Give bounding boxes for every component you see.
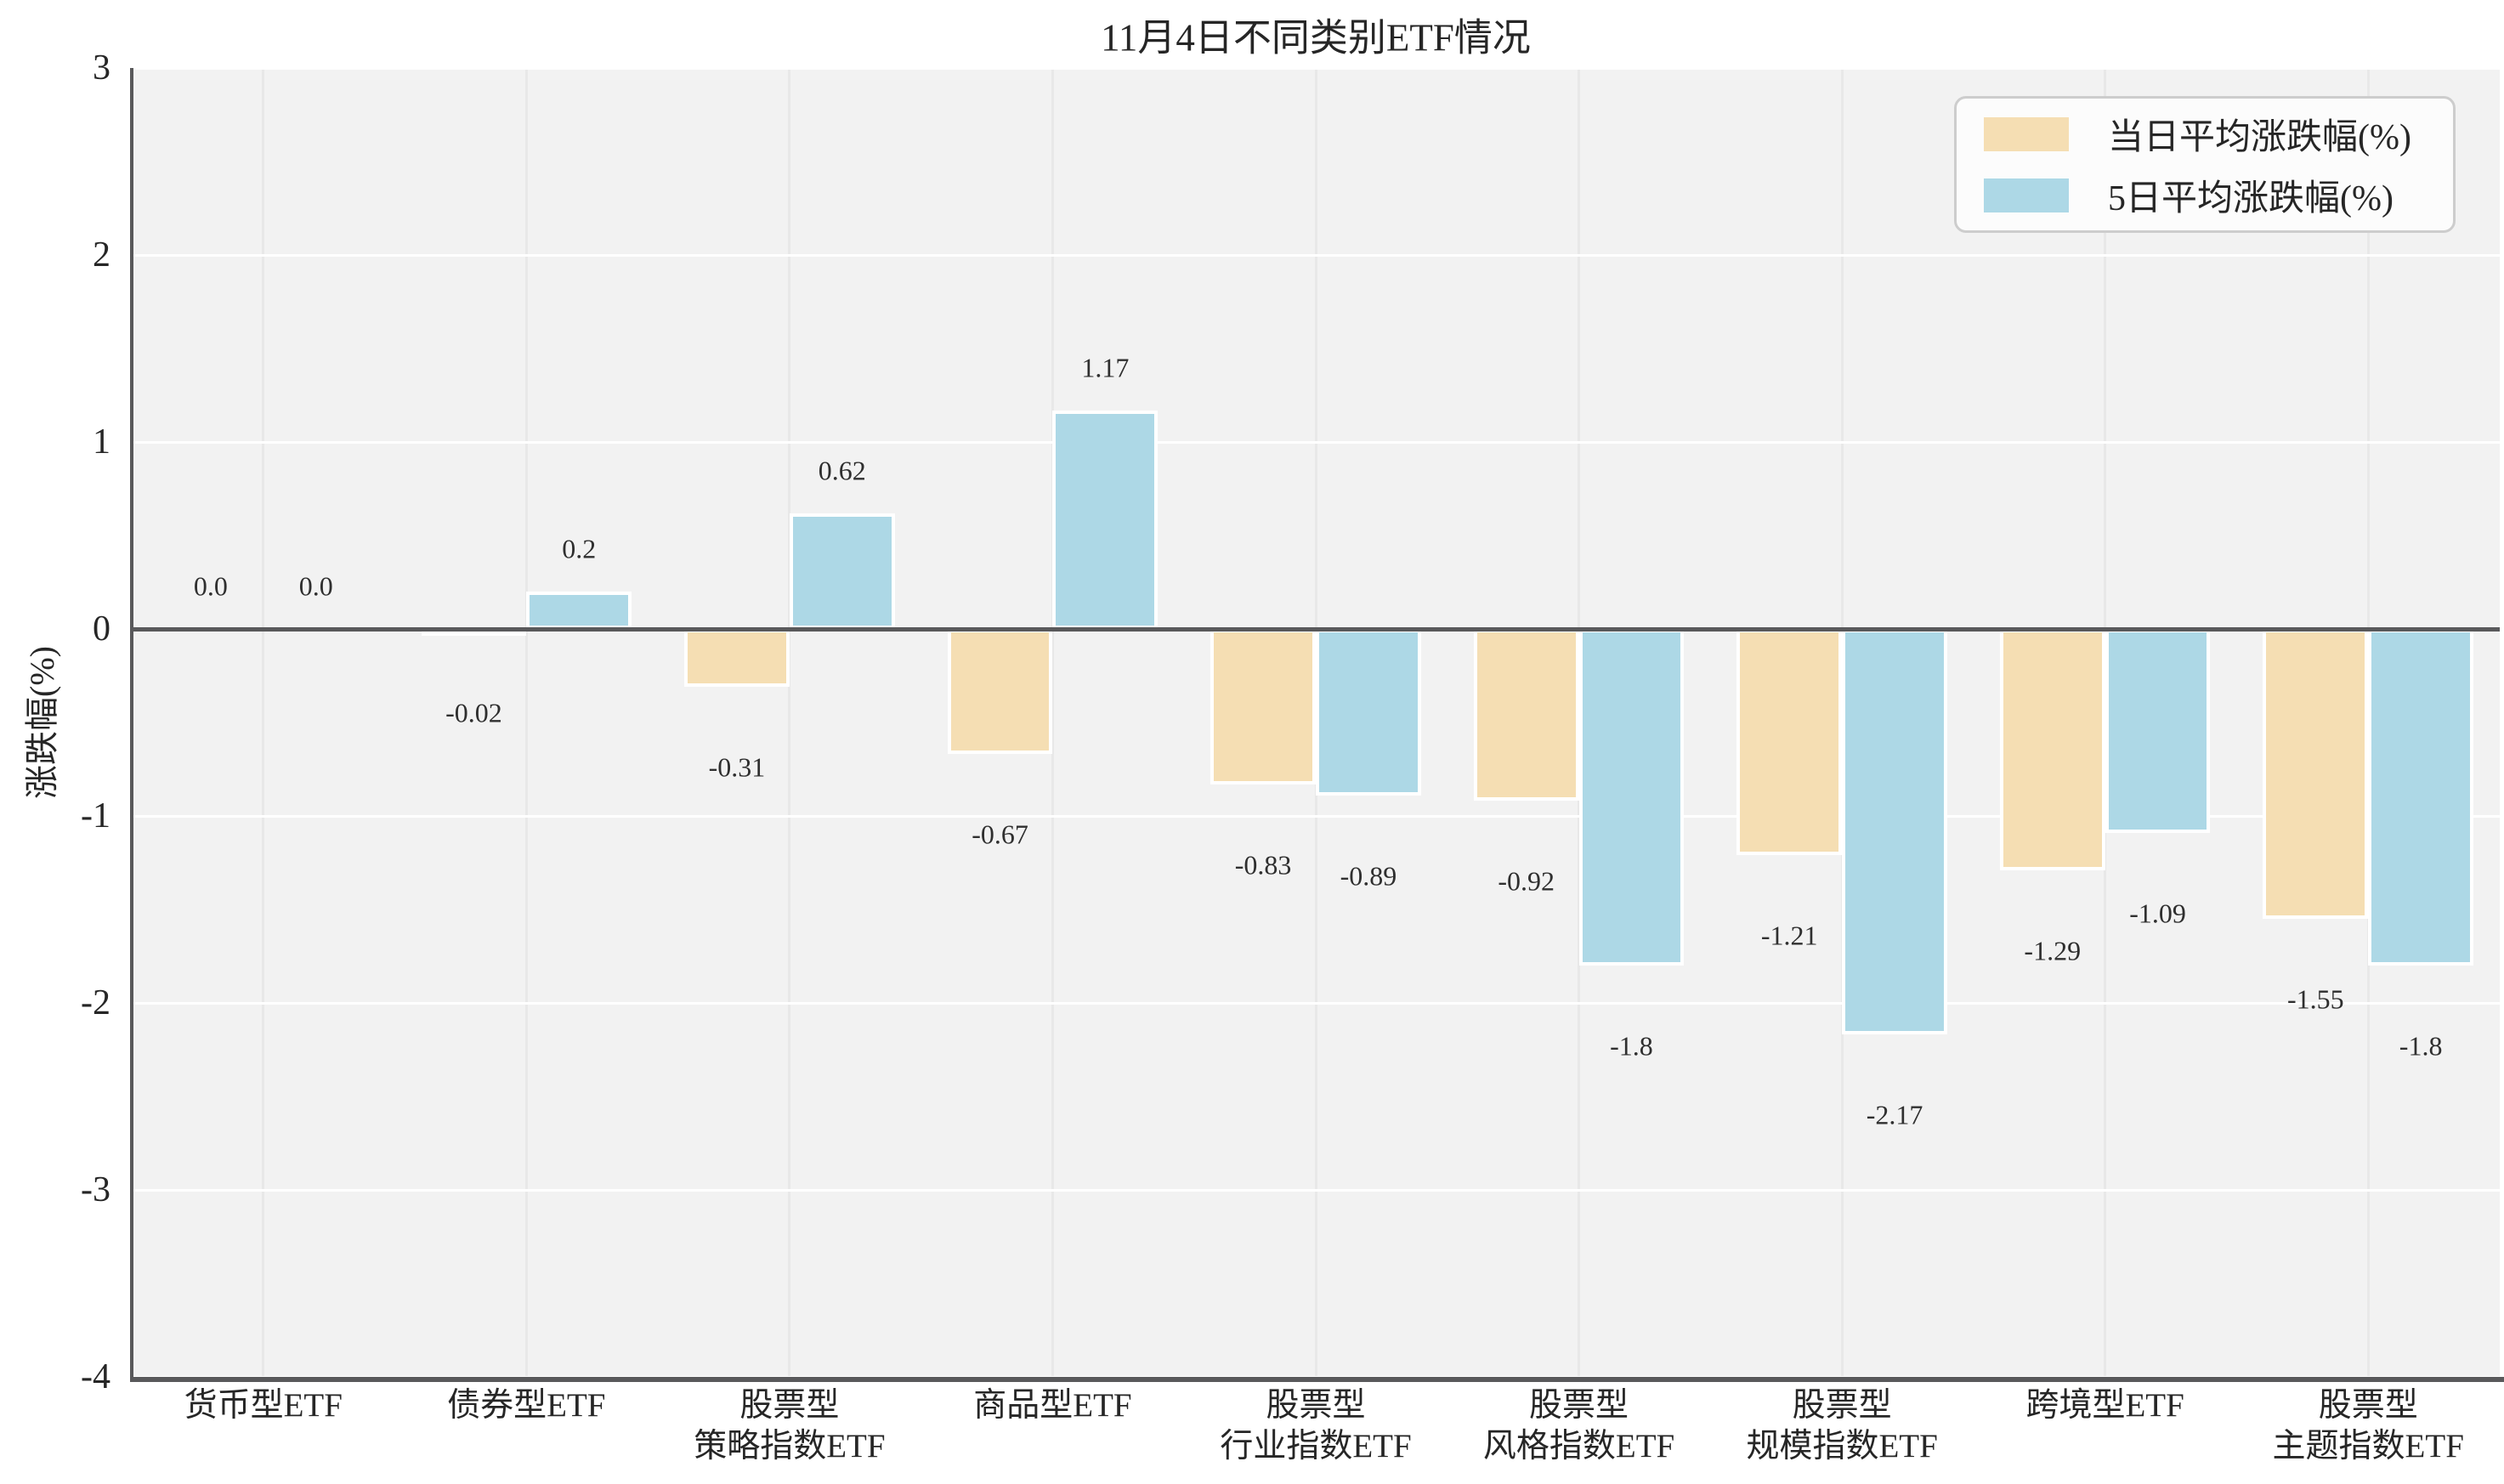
y-tick-label: 3 [93, 48, 110, 88]
y-tick-label: -1 [81, 796, 110, 835]
x-tick-label: 股票型 行业指数ETF [1220, 1387, 1412, 1464]
bar-value-label: -0.02 [445, 697, 502, 728]
y-tick-label: -4 [81, 1357, 110, 1396]
v-gridline [1051, 68, 1054, 1377]
bar-series2 [789, 513, 895, 629]
x-tick-label: 商品型ETF [973, 1387, 1132, 1424]
bar-value-label: -1.21 [1760, 920, 1818, 951]
h-gridline [132, 66, 2500, 70]
bar-series2 [2105, 629, 2211, 833]
bar-value-label: 0.62 [818, 455, 866, 486]
bar-series2 [1578, 629, 1685, 966]
bar-series1 [1736, 629, 1843, 856]
bar-value-label: 1.17 [1081, 352, 1130, 383]
bar-series1 [1999, 629, 2105, 870]
v-gridline [524, 68, 528, 1377]
bar-value-label: -0.83 [1234, 849, 1292, 881]
bar-value-label: -0.31 [708, 751, 766, 783]
v-gridline [262, 68, 265, 1377]
bar-series1 [684, 629, 790, 688]
legend-row: 5日平均涨跌幅(%) [1957, 169, 2453, 222]
legend-row: 当日平均涨跌幅(%) [1957, 108, 2453, 161]
bar-value-label: -1.8 [2399, 1030, 2443, 1062]
y-axis-title: 涨跌幅(%) [23, 646, 61, 799]
bar-value-label: -2.17 [1866, 1099, 1923, 1130]
bar-value-label: -1.55 [2286, 983, 2344, 1015]
chart-title: 11月4日不同类别ETF情况 [1101, 16, 1531, 59]
x-tick-label: 股票型 风格指数ETF [1482, 1387, 1675, 1464]
bar-series2 [1316, 629, 1421, 796]
y-axis-line [130, 68, 133, 1381]
x-tick-label: 股票型 策略指数ETF [694, 1387, 886, 1464]
bar-series2 [2368, 629, 2474, 966]
bar-value-label: 0.0 [193, 570, 228, 602]
x-tick-label: 货币型ETF [184, 1387, 343, 1424]
bar-series2 [526, 592, 632, 629]
zero-line [132, 626, 2500, 632]
h-gridline [132, 253, 2500, 257]
y-tick-label: -3 [81, 1170, 110, 1209]
y-tick-label: -2 [81, 983, 110, 1022]
bar-series2 [1052, 410, 1159, 629]
x-axis-line [130, 1377, 2504, 1382]
bar-value-label: 0.2 [562, 533, 597, 564]
y-tick-label: 2 [93, 235, 110, 275]
bar-series2 [1842, 629, 1947, 1035]
bar-value-label: -1.09 [2129, 898, 2186, 929]
v-gridline [788, 68, 791, 1377]
h-gridline [132, 814, 2500, 818]
x-tick-label: 股票型 规模指数ETF [1746, 1387, 1938, 1464]
bar-value-label: 0.0 [298, 570, 333, 602]
series1-legend-label: 当日平均涨跌幅(%) [2108, 118, 2411, 157]
h-gridline [132, 440, 2500, 444]
bar-value-label: -1.8 [1610, 1030, 1653, 1062]
bar-series1 [947, 629, 1053, 755]
y-tick-label: 0 [93, 609, 110, 649]
h-gridline [132, 1188, 2500, 1192]
bar-series1 [1210, 629, 1316, 784]
bar-value-label: -1.29 [2024, 935, 2082, 966]
bar-value-label: -0.67 [972, 818, 1028, 850]
bar-series1 [1473, 629, 1579, 801]
h-gridline [132, 1001, 2500, 1005]
legend: 当日平均涨跌幅(%) 5日平均涨跌幅(%) [1954, 96, 2456, 233]
x-tick-label: 股票型 主题指数ETF [2272, 1387, 2464, 1464]
series2-color-swatch [1984, 178, 2069, 212]
plot-area: 0.0 -0.02 -0.31 -0.67 -0.83 -0.92 -1.21 -1.29 -1… [132, 66, 2500, 1379]
bar-value-label: -0.92 [1498, 865, 1555, 897]
y-tick-label: 1 [93, 422, 110, 462]
series2-legend-label: 5日平均涨跌幅(%) [2108, 179, 2394, 218]
bar-series1 [2263, 629, 2369, 919]
x-tick-label: 债券型ETF [447, 1387, 606, 1424]
x-tick-label: 跨境型ETF [2025, 1387, 2184, 1424]
bar-value-label: -0.89 [1340, 860, 1397, 892]
series1-color-swatch [1984, 116, 2069, 151]
